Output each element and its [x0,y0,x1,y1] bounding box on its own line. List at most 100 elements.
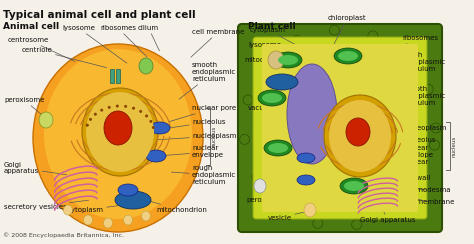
Text: nuclear
envelope: nuclear envelope [385,145,434,159]
Text: vacuole: vacuole [248,105,289,121]
Text: mitochondrion: mitochondrion [244,57,295,81]
Ellipse shape [313,218,323,228]
Ellipse shape [352,220,362,230]
Ellipse shape [262,93,282,103]
Ellipse shape [287,64,337,164]
FancyBboxPatch shape [253,37,427,219]
Ellipse shape [429,140,439,150]
Ellipse shape [252,172,262,182]
Ellipse shape [274,52,302,68]
Ellipse shape [423,84,433,94]
Ellipse shape [116,105,119,108]
Text: vesicle: vesicle [268,210,310,221]
Ellipse shape [89,118,92,121]
Ellipse shape [415,177,425,187]
Ellipse shape [266,74,298,90]
Ellipse shape [329,25,339,35]
Ellipse shape [297,153,315,163]
Text: Golgi apparatus: Golgi apparatus [360,209,416,223]
Ellipse shape [33,44,203,232]
Ellipse shape [388,205,398,215]
Text: plasmodesma: plasmodesma [402,187,450,193]
Ellipse shape [262,60,272,70]
Text: nucleoplasm: nucleoplasm [155,133,237,140]
Text: smooth
endoplasmic
reticulum: smooth endoplasmic reticulum [179,62,236,99]
Ellipse shape [243,95,253,105]
Ellipse shape [240,134,250,144]
Ellipse shape [258,90,286,106]
Ellipse shape [146,150,166,162]
Ellipse shape [297,175,315,185]
Ellipse shape [401,52,411,62]
Ellipse shape [344,181,364,191]
Ellipse shape [86,124,89,127]
Ellipse shape [254,179,266,193]
Ellipse shape [368,31,378,41]
Ellipse shape [150,122,170,134]
Ellipse shape [108,106,111,109]
Ellipse shape [115,191,151,209]
Text: Animal cell: Animal cell [3,22,59,31]
Ellipse shape [103,218,112,228]
Text: peroxisome: peroxisome [246,193,286,203]
Ellipse shape [346,118,370,146]
Bar [116,69,120,83]
Text: cell membrane: cell membrane [402,198,455,205]
Ellipse shape [94,113,97,116]
Text: smooth
endoplasmic
reticulum: smooth endoplasmic reticulum [385,86,446,108]
FancyBboxPatch shape [238,24,442,232]
Ellipse shape [152,126,155,129]
Text: nuclear
pore: nuclear pore [385,158,428,172]
Text: nucleus: nucleus [212,126,217,147]
Text: nucleus: nucleus [452,135,457,157]
Ellipse shape [132,107,135,110]
Text: nucleolus: nucleolus [383,136,436,143]
Ellipse shape [292,35,302,45]
Bar [110,69,114,83]
Ellipse shape [124,215,133,225]
Ellipse shape [149,120,152,123]
Text: nucleoplasm: nucleoplasm [385,125,447,131]
Text: mitochondrion: mitochondrion [139,198,207,213]
Ellipse shape [83,215,92,225]
Text: lysosome: lysosome [62,25,127,63]
Text: cytoplasm: cytoplasm [250,27,301,47]
Text: nuclear pore: nuclear pore [169,105,236,122]
Ellipse shape [145,114,148,117]
Ellipse shape [334,48,362,64]
Ellipse shape [82,88,158,176]
Text: nuclear
envelope: nuclear envelope [159,145,224,159]
Text: cell wall: cell wall [402,175,430,181]
Text: © 2008 Encyclopaedia Britannica, Inc.: © 2008 Encyclopaedia Britannica, Inc. [3,232,124,238]
Ellipse shape [118,184,138,196]
Text: centrosome: centrosome [8,37,75,61]
Ellipse shape [86,92,154,172]
Text: nucleolus: nucleolus [157,119,226,130]
Text: secretory vesicles: secretory vesicles [4,200,89,210]
Ellipse shape [64,205,73,215]
Ellipse shape [142,211,151,221]
Ellipse shape [340,178,368,194]
Text: Plant cell: Plant cell [248,22,296,31]
Ellipse shape [264,140,292,156]
Ellipse shape [324,95,396,177]
Text: rough
endoplasmic
reticulum: rough endoplasmic reticulum [381,52,446,85]
Ellipse shape [338,51,358,61]
Text: cilium: cilium [138,25,159,51]
Text: cell membrane: cell membrane [191,29,245,57]
Ellipse shape [44,49,192,219]
Ellipse shape [124,105,127,108]
Ellipse shape [278,55,298,65]
Ellipse shape [104,111,132,145]
Ellipse shape [278,202,288,212]
Ellipse shape [268,143,288,153]
FancyBboxPatch shape [262,44,418,212]
Text: Golgi
apparatus: Golgi apparatus [4,162,67,175]
Text: centriole: centriole [22,47,107,68]
Ellipse shape [39,112,53,128]
Text: rough
endoplasmic
reticulum: rough endoplasmic reticulum [172,165,236,185]
Ellipse shape [329,100,391,172]
Ellipse shape [431,123,441,133]
Text: peroxisome: peroxisome [4,97,47,119]
Ellipse shape [304,203,316,217]
